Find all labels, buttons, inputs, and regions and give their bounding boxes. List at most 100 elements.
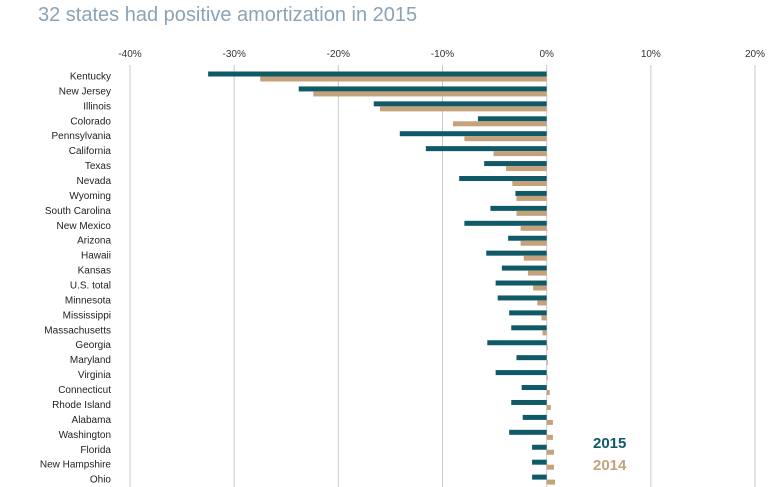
bar-2015 [495, 280, 547, 286]
bar-2015 [508, 235, 547, 241]
x-tick-label: 20% [745, 49, 765, 60]
category-label: Nevada [77, 176, 112, 187]
bar-2015 [511, 399, 547, 405]
legend-entry-2015: 2015 [593, 435, 626, 452]
bar-2015 [399, 131, 547, 137]
category-label: Pennsylvania [52, 131, 112, 142]
bar-2014 [546, 434, 553, 440]
x-tick-label: 10% [641, 49, 661, 60]
category-label: Arizona [77, 236, 111, 247]
bar-2014 [546, 404, 551, 410]
bar-2015 [298, 86, 547, 92]
category-label: U.S. total [70, 281, 111, 292]
category-label: Hawaii [81, 251, 111, 262]
bar-2015 [501, 265, 547, 271]
bar-2015 [495, 370, 547, 376]
bar-2014 [546, 449, 554, 455]
bar-2015 [459, 176, 547, 182]
bar-2014 [533, 285, 547, 291]
bar-2014 [546, 375, 548, 381]
x-tick-label: 0% [539, 49, 554, 60]
bar-2015 [425, 146, 547, 152]
bar-2015 [497, 295, 547, 301]
bar-2014 [260, 76, 547, 82]
bar-2014 [537, 300, 547, 306]
bar-2014 [546, 464, 554, 470]
category-label: Texas [85, 161, 111, 172]
bar-2015 [484, 161, 547, 167]
bar-2015 [532, 444, 547, 450]
x-tick-label: -40% [118, 49, 141, 60]
x-tick-label: -20% [327, 49, 350, 60]
category-label: Minnesota [65, 295, 112, 306]
bar-2015 [486, 250, 547, 256]
category-label: Connecticut [58, 385, 111, 396]
bar-2015 [515, 190, 547, 196]
category-label: Illinois [83, 101, 111, 112]
category-label: Alabama [72, 415, 112, 426]
category-label: Ohio [90, 475, 112, 486]
legend: 2015 2014 [593, 435, 627, 474]
category-label: Massachusetts [44, 325, 111, 336]
legend-entry-2014: 2014 [593, 457, 627, 474]
bar-2015 [532, 474, 547, 480]
bar-2014 [546, 479, 555, 485]
bar-2014 [527, 270, 547, 276]
category-label: Mississippi [63, 310, 111, 321]
bar-2015 [464, 220, 547, 226]
bar-2014 [541, 315, 547, 321]
x-tick-label: -30% [222, 49, 245, 60]
bar-2015 [522, 414, 547, 420]
category-label: South Carolina [45, 206, 112, 217]
bar-2014 [452, 121, 547, 127]
bar-2014 [380, 106, 547, 112]
category-label: Colorado [70, 116, 111, 127]
bar-2014 [520, 225, 547, 231]
chart-title: 32 states had positive amortization in 2… [38, 4, 418, 26]
bar-2015 [373, 101, 547, 107]
bar-2014 [520, 240, 547, 246]
category-label: Florida [80, 445, 111, 456]
bar-2014 [523, 255, 547, 261]
bar-2015 [532, 459, 547, 465]
bar-2014 [506, 166, 547, 172]
bar-2014 [542, 330, 547, 336]
category-labels: Kentucky New Jersey Illinois Colorado Pennsy… [40, 72, 112, 486]
bar-2014 [313, 91, 547, 97]
bar-2014 [546, 345, 548, 351]
bar-2015 [516, 355, 547, 361]
bar-2014 [493, 151, 547, 157]
category-label: Maryland [70, 355, 111, 366]
gridlines [129, 65, 756, 487]
bar-2014 [546, 390, 550, 396]
x-tick-label: -10% [431, 49, 454, 60]
bar-2015 [208, 71, 547, 77]
category-label: Kansas [78, 266, 111, 277]
category-label: Kentucky [70, 72, 111, 83]
category-label: New Mexico [57, 221, 112, 232]
bar-2015 [511, 325, 547, 331]
bar-2015 [521, 385, 547, 391]
bar-2014 [516, 210, 547, 216]
bar-2014 [546, 419, 553, 425]
category-label: Wyoming [69, 191, 111, 202]
bar-2015 [477, 116, 547, 122]
category-label: Washington [59, 430, 111, 441]
bar-2014 [512, 181, 547, 187]
category-label: California [69, 146, 112, 157]
bars [208, 71, 555, 485]
category-label: Georgia [75, 340, 111, 351]
bar-2015 [509, 310, 547, 316]
bar-2014 [516, 195, 547, 201]
category-label: New Hampshire [40, 460, 112, 471]
bar-2014 [464, 136, 547, 142]
bar-2015 [509, 429, 547, 435]
category-label: New Jersey [59, 86, 111, 97]
bar-2015 [490, 205, 547, 211]
x-axis-ticks: -40% -30% -20% -10% 0% 10% 20% [118, 49, 765, 60]
bar-2015 [487, 340, 547, 346]
category-label: Rhode Island [52, 400, 111, 411]
bar-2014 [546, 360, 548, 366]
category-label: Virginia [78, 370, 112, 381]
